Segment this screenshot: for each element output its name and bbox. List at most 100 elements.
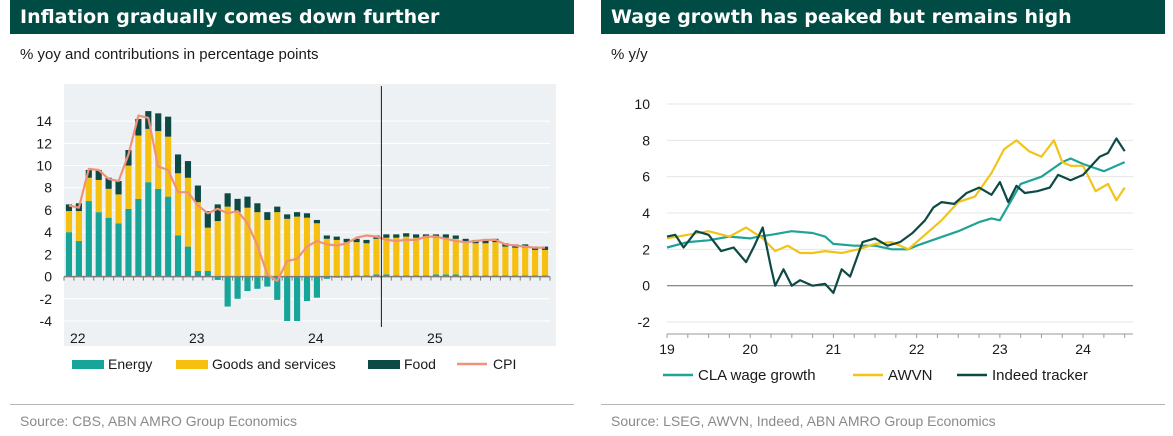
x-tick-label: 24 — [308, 330, 324, 346]
bar-energy — [155, 188, 162, 277]
bar-energy — [204, 271, 211, 277]
y-tick-label: 6 — [642, 169, 650, 185]
y-tick-label: 4 — [642, 205, 650, 221]
bar-food — [95, 169, 102, 180]
bar-energy — [75, 241, 82, 277]
bar-goods-and-services — [274, 212, 281, 277]
bar-goods-and-services — [184, 177, 192, 247]
bar-energy — [313, 276, 320, 298]
y-tick-label: 8 — [642, 132, 650, 148]
bar-goods-and-services — [373, 238, 380, 275]
bar-goods-and-services — [165, 136, 172, 197]
bar-energy — [294, 276, 301, 321]
bar-energy — [85, 201, 92, 277]
bar-food — [403, 233, 410, 237]
bar-goods-and-services — [264, 219, 271, 277]
wage-chart-title: Wage growth has peaked but remains high — [601, 0, 1165, 34]
bar-energy — [224, 276, 231, 307]
inflation-source: Source: CBS, ABN AMRO Group Economics — [20, 413, 297, 429]
bar-goods-and-services — [452, 238, 459, 275]
y-tick-label: 8 — [44, 180, 52, 196]
bar-energy — [145, 182, 152, 277]
bar-goods-and-services — [85, 177, 92, 202]
bar-energy — [184, 246, 192, 277]
y-tick-label: 6 — [44, 202, 52, 218]
bar-food — [65, 204, 73, 212]
bar-food — [125, 149, 132, 166]
bar-goods-and-services — [512, 247, 519, 276]
bar-energy — [95, 212, 102, 277]
legend-label-indeed-tracker: Indeed tracker — [992, 367, 1088, 384]
y-tick-label: 14 — [36, 113, 52, 129]
bar-energy — [135, 198, 142, 277]
x-tick-label: 23 — [189, 330, 205, 346]
bar-goods-and-services — [323, 238, 330, 277]
bar-goods-and-services — [343, 242, 350, 277]
bar-food — [333, 236, 340, 240]
bar-food — [284, 214, 291, 219]
bar-food — [363, 239, 370, 244]
source-divider — [601, 404, 1165, 405]
bar-goods-and-services — [482, 243, 489, 276]
bar-food — [462, 238, 469, 243]
bar-energy — [214, 276, 221, 280]
bar-energy — [174, 235, 182, 277]
bar-goods-and-services — [532, 249, 539, 276]
y-tick-label: -2 — [638, 314, 651, 330]
bar-food — [115, 181, 122, 195]
bar-food — [85, 169, 92, 178]
bar-energy — [284, 276, 291, 321]
bar-food — [482, 239, 489, 244]
bar-energy — [432, 274, 440, 277]
legend-swatch-goods-and-services — [176, 360, 208, 369]
x-tick-label: 21 — [826, 341, 842, 357]
legend-swatch-energy — [72, 360, 104, 369]
bar-food — [313, 219, 320, 224]
bar-energy — [115, 223, 122, 277]
bar-goods-and-services — [75, 211, 82, 242]
bar-goods-and-services — [413, 237, 420, 276]
bar-goods-and-services — [333, 239, 340, 277]
inflation-chart-title: Inflation gradually comes down further — [10, 0, 574, 34]
bar-goods-and-services — [502, 246, 509, 276]
y-tick-label: 0 — [44, 269, 52, 285]
bar-goods-and-services — [65, 211, 73, 233]
bar-goods-and-services — [155, 131, 162, 189]
bar-food — [244, 196, 251, 208]
bar-goods-and-services — [313, 223, 320, 277]
bar-goods-and-services — [363, 243, 370, 276]
bar-goods-and-services — [224, 206, 231, 277]
y-tick-label: -4 — [40, 313, 53, 329]
bar-food — [254, 203, 261, 213]
source-divider — [10, 404, 574, 405]
bar-energy — [383, 274, 390, 277]
bar-energy — [452, 274, 459, 277]
bar-energy — [194, 271, 201, 277]
legend-label-cla-wage-growth: CLA wage growth — [698, 367, 816, 384]
y-tick-label: 0 — [642, 278, 650, 294]
bar-energy — [254, 276, 261, 289]
cpi-line — [68, 114, 545, 283]
legend-label-cpi: CPI — [493, 356, 516, 372]
bar-goods-and-services — [204, 227, 211, 272]
x-tick-label: 23 — [992, 341, 1008, 357]
bar-energy — [274, 276, 281, 300]
bar-goods-and-services — [294, 216, 301, 277]
bar-goods-and-services — [462, 242, 469, 276]
bar-goods-and-services — [393, 237, 400, 276]
bar-energy — [165, 196, 172, 277]
bar-food — [165, 116, 172, 137]
wage-source: Source: LSEG, AWVN, Indeed, ABN AMRO Gro… — [611, 413, 996, 429]
bar-food — [393, 234, 400, 238]
inflation-panel: Inflation gradually comes down further %… — [10, 0, 574, 429]
bar-energy — [323, 276, 330, 279]
bar-goods-and-services — [244, 207, 251, 277]
bar-food — [442, 234, 449, 238]
bar-food — [174, 154, 182, 174]
bar-energy — [244, 276, 251, 292]
bar-food — [214, 204, 221, 222]
x-tick-label: 24 — [1075, 341, 1091, 357]
bar-energy — [373, 274, 380, 277]
